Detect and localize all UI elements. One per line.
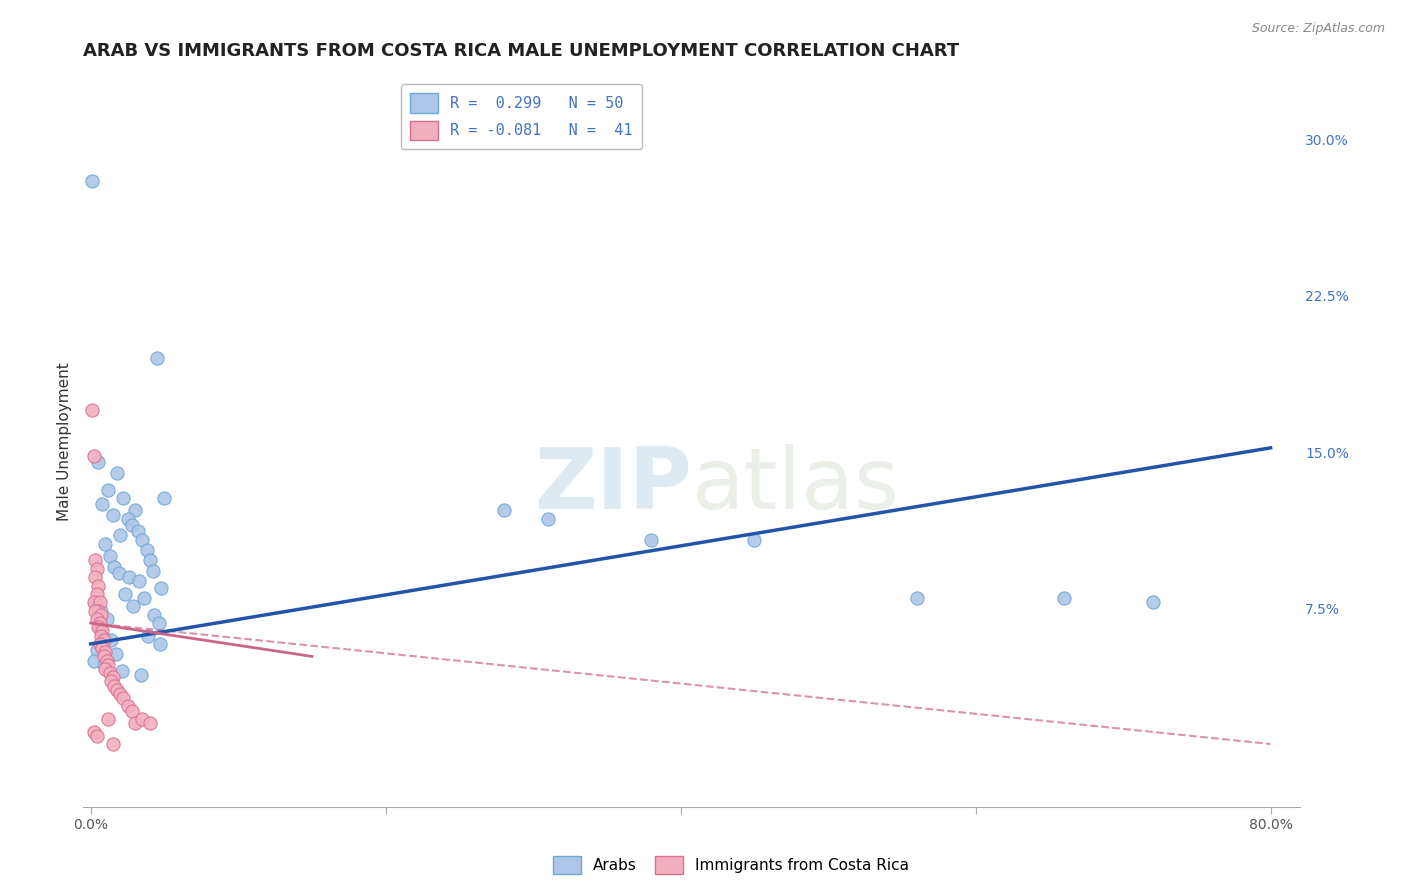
Point (89, 623, 111, 637)
Point (82, 174, 104, 188)
Point (103, 559, 125, 574)
Point (744, 533, 766, 547)
Point (101, 670, 124, 684)
Point (136, 629, 159, 643)
Point (86, 643, 108, 657)
Point (90, 607, 112, 622)
Point (108, 687, 131, 701)
Point (86, 587, 108, 601)
Point (118, 570, 141, 584)
Point (93, 657, 115, 672)
Point (112, 691, 135, 706)
Point (107, 566, 129, 580)
Y-axis label: Male Unemployment: Male Unemployment (58, 362, 72, 521)
Point (117, 512, 139, 526)
Point (122, 599, 145, 614)
Point (138, 553, 160, 567)
Point (124, 716, 146, 731)
Point (124, 503, 146, 517)
Text: atlas: atlas (692, 444, 900, 527)
Point (90, 629, 112, 643)
Point (492, 503, 515, 517)
Point (97, 483, 120, 497)
Point (90, 603, 112, 617)
Text: Source: ZipAtlas.com: Source: ZipAtlas.com (1251, 22, 1385, 36)
Point (149, 637, 172, 651)
Point (83, 654, 105, 668)
Point (89, 615, 111, 630)
Point (87, 578, 110, 592)
Point (905, 591, 928, 605)
Point (87, 603, 110, 617)
Point (103, 679, 125, 693)
Point (537, 512, 560, 526)
Point (112, 491, 135, 505)
Point (138, 716, 160, 731)
Point (91, 624, 114, 639)
Point (101, 737, 124, 751)
Text: ARAB VS IMMIGRANTS FROM COSTA RICA MALE UNEMPLOYMENT CORRELATION CHART: ARAB VS IMMIGRANTS FROM COSTA RICA MALE … (83, 42, 959, 60)
Point (100, 674, 122, 689)
Point (83, 724, 105, 739)
Point (86, 612, 108, 626)
Point (1053, 591, 1076, 605)
Point (101, 508, 124, 522)
Point (114, 587, 136, 601)
Point (94, 537, 117, 551)
Point (83, 449, 105, 463)
Point (91, 641, 114, 656)
Point (150, 581, 173, 595)
Point (91, 497, 114, 511)
Point (131, 712, 153, 726)
Point (104, 648, 127, 662)
Point (105, 466, 128, 480)
Point (86, 562, 108, 576)
Point (100, 632, 122, 647)
Point (82, 403, 104, 417)
Point (83, 595, 105, 609)
Point (97, 657, 120, 672)
Point (142, 564, 165, 578)
Point (94, 662, 117, 676)
Point (89, 637, 111, 651)
Point (96, 654, 118, 668)
Point (146, 351, 169, 366)
Point (111, 664, 134, 678)
Point (108, 528, 131, 542)
Point (117, 699, 139, 714)
Point (127, 524, 149, 539)
Point (129, 668, 152, 682)
Legend: R =  0.299   N = 50, R = -0.081   N =  41: R = 0.299 N = 50, R = -0.081 N = 41 (401, 84, 641, 150)
Point (153, 491, 176, 505)
Point (98, 666, 121, 681)
Point (135, 543, 157, 558)
Point (84, 553, 107, 567)
Point (121, 518, 143, 533)
Point (131, 533, 153, 547)
Point (1142, 595, 1164, 609)
Point (93, 649, 115, 664)
Point (84, 603, 107, 617)
Point (97, 712, 120, 726)
Point (143, 607, 166, 622)
Point (93, 632, 115, 647)
Point (84, 595, 107, 609)
Point (105, 682, 128, 697)
Legend: Arabs, Immigrants from Costa Rica: Arabs, Immigrants from Costa Rica (547, 850, 915, 880)
Point (640, 533, 662, 547)
Point (94, 645, 117, 659)
Point (98, 549, 121, 564)
Point (96, 612, 118, 626)
Point (148, 615, 170, 630)
Point (87, 620, 110, 634)
Point (87, 455, 110, 469)
Point (86, 729, 108, 743)
Point (132, 591, 155, 605)
Point (128, 574, 150, 589)
Point (84, 570, 107, 584)
Text: ZIP: ZIP (534, 444, 692, 527)
Point (121, 704, 143, 718)
Point (89, 595, 111, 609)
